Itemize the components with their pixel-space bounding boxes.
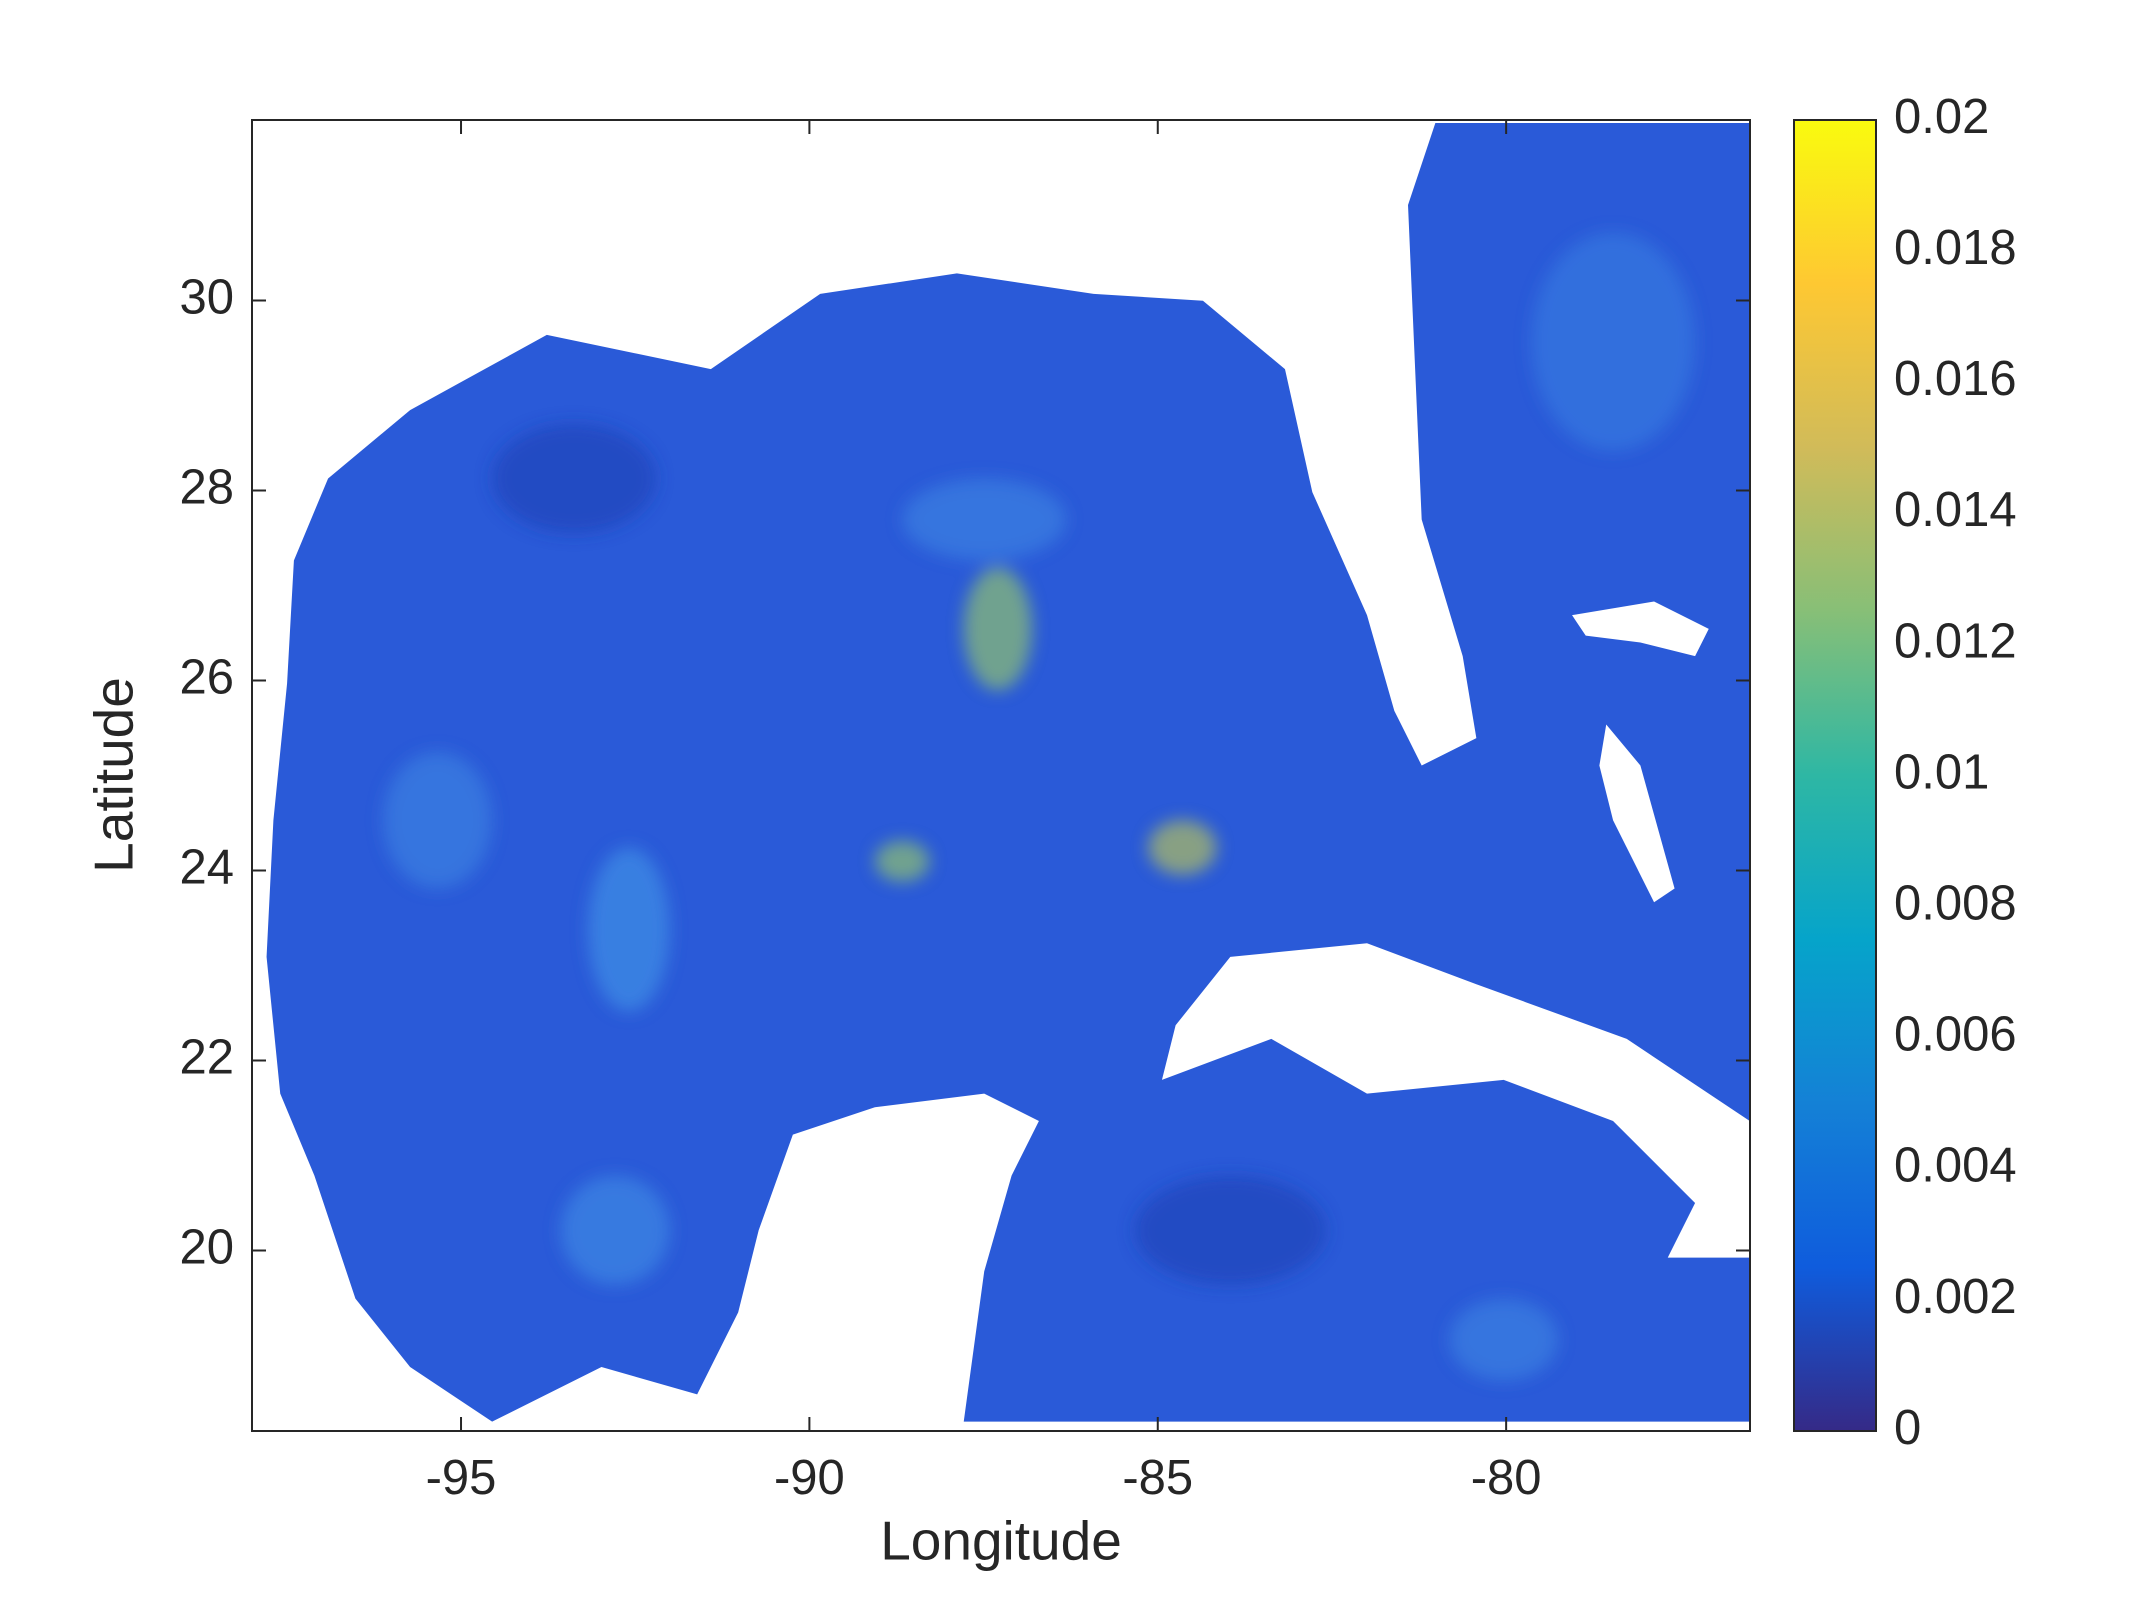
colorbar: [1793, 119, 1877, 1432]
ticks: -95 -90 -85 -80 20 22 24 26 28 30 0 0.002 0.004 0.006…: [179, 90, 2016, 1505]
y-tick-label: 28: [179, 460, 234, 514]
colorbar-tick-label: 0.002: [1894, 1270, 2017, 1324]
x-tick-label: -95: [426, 1451, 497, 1505]
colorbar-tick-label: 0.016: [1894, 352, 2017, 406]
colorbar-tick-label: 0: [1894, 1401, 1921, 1455]
y-tick-label: 20: [179, 1220, 234, 1274]
land-patch: [1572, 601, 1709, 657]
x-axis-label: Longitude: [880, 1510, 1122, 1572]
colorbar-tick-label: 0.02: [1894, 90, 1989, 144]
field: [266, 123, 1750, 1422]
y-tick-label: 24: [179, 840, 234, 894]
axes-box: [251, 119, 1751, 1432]
y-tick-label: 26: [179, 650, 234, 704]
colorbar-tick-label: 0.012: [1894, 614, 2017, 668]
ocean-field: [266, 123, 1750, 1422]
x-tick-label: -90: [774, 1451, 845, 1505]
colorbar-tick-label: 0.014: [1894, 483, 2017, 537]
x-tick-label: -85: [1122, 1451, 1193, 1505]
colorbar-tick-label: 0.008: [1894, 877, 2017, 931]
y-tick-label: 30: [179, 270, 234, 324]
y-tick-label: 22: [179, 1030, 234, 1084]
colorbar-tick-label: 0.01: [1894, 745, 1989, 799]
field-texture: [382, 232, 1696, 1381]
colorbar-tick-label: 0.006: [1894, 1008, 2017, 1062]
land-patch: [1599, 724, 1675, 903]
colorbar-tick-label: 0.004: [1894, 1139, 2017, 1193]
y-axis-label: Latitude: [83, 677, 145, 873]
x-tick-label: -80: [1471, 1451, 1542, 1505]
colorbar-tick-label: 0.018: [1894, 221, 2017, 275]
